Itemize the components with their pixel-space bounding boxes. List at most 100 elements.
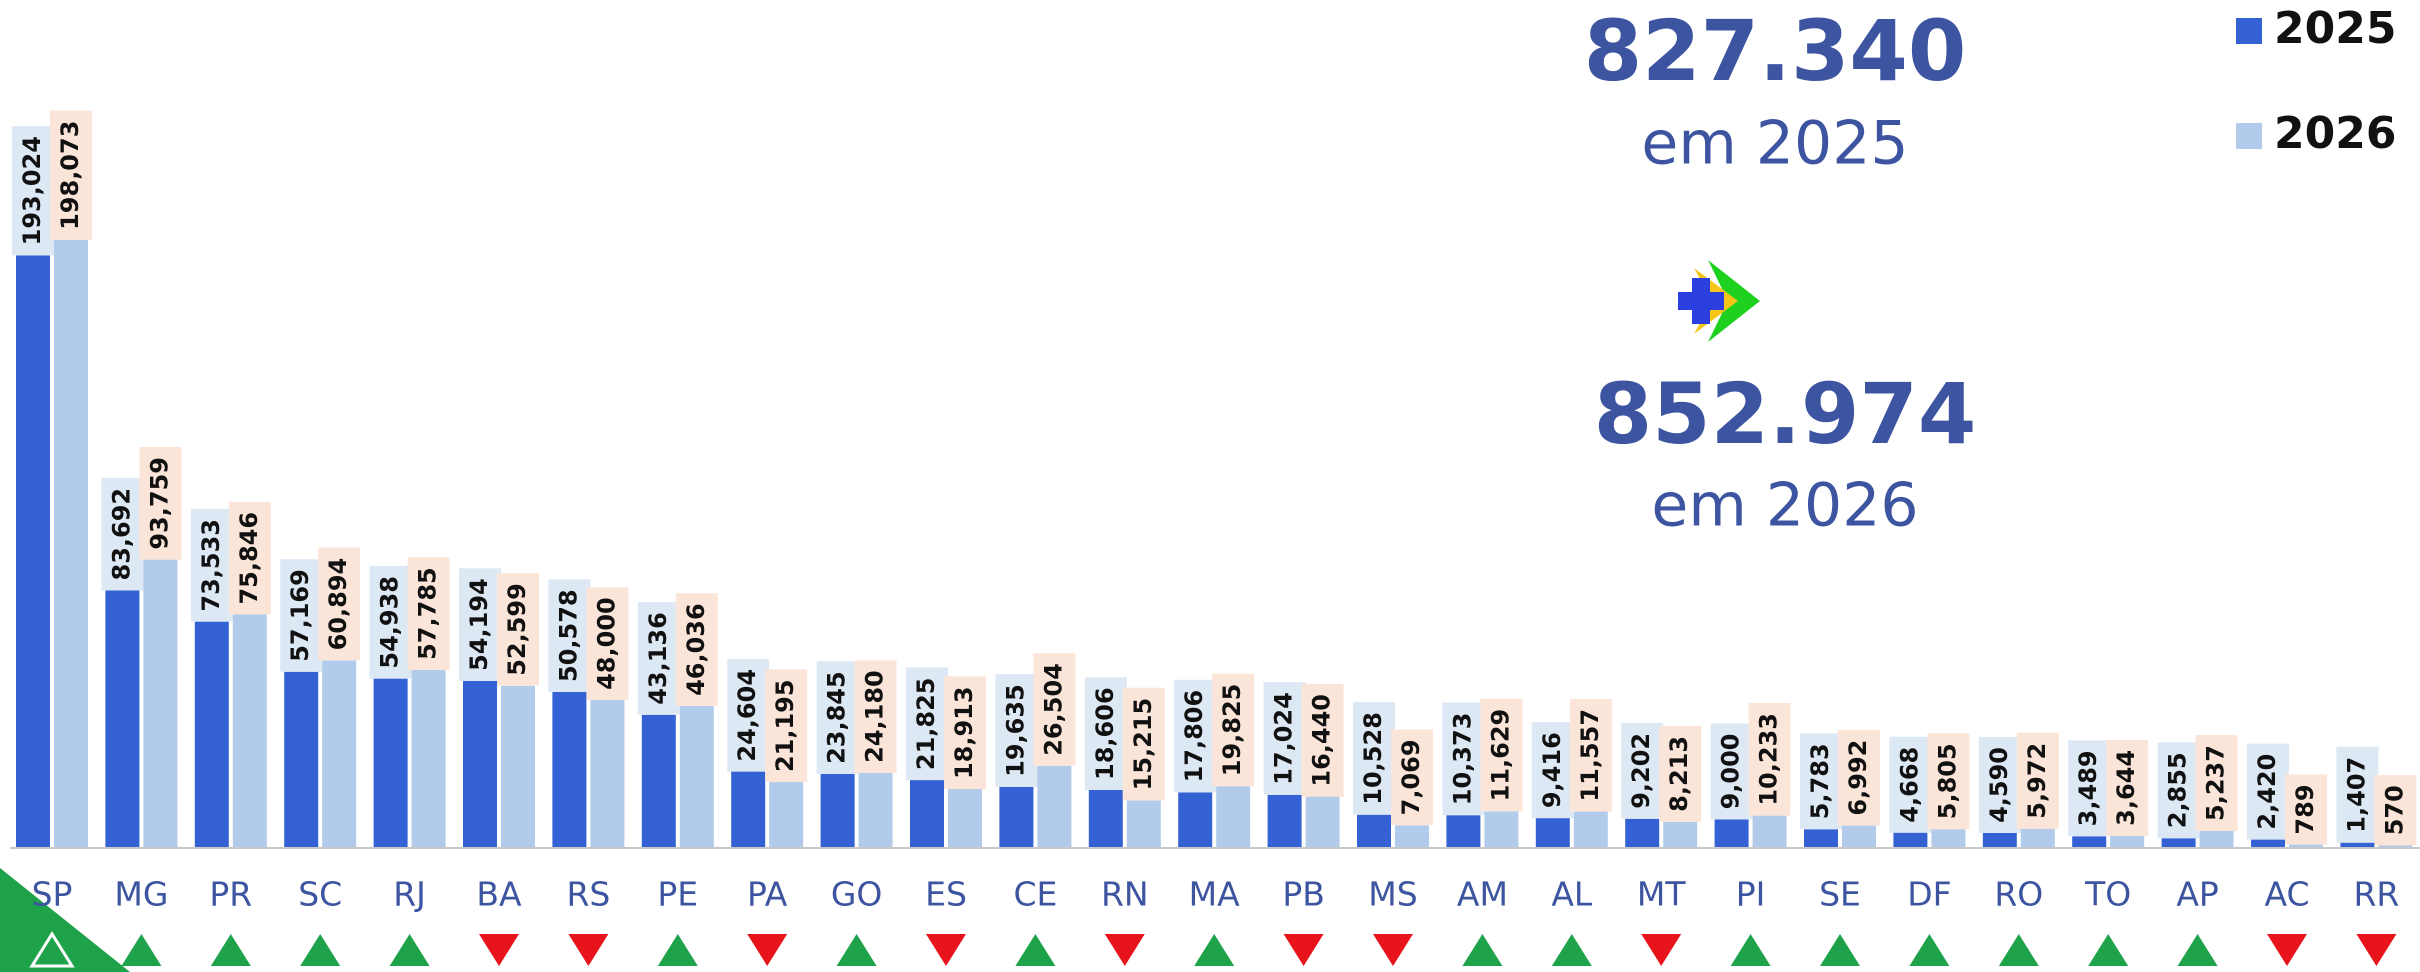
value-label-bg [816,661,859,774]
total-2025-caption: em 2025 [1641,109,1908,179]
value-label-bg [1710,723,1753,820]
x-tick-label: AP [2176,875,2218,914]
x-tick-label: CE [1013,875,1057,914]
bar [1893,832,1928,847]
value-label: 10,528 [1359,712,1387,805]
x-tick-label: SE [1819,875,1861,914]
value-label-bg [50,110,92,240]
value-label: 19,635 [1001,684,1029,777]
change-arrow [836,934,877,966]
bar [1267,794,1302,847]
bar [194,621,229,847]
value-label: 16,440 [1308,694,1336,787]
bar [858,772,893,847]
value-label-bg [2195,735,2238,831]
bar [1714,819,1749,847]
value-label: 15,215 [1129,698,1157,791]
x-tick-label: PE [657,875,698,914]
value-label-bg [1748,703,1791,816]
bar [322,660,357,847]
bar [463,680,497,847]
bar [731,771,766,847]
value-label-bg [280,559,323,672]
value-label-bg [1212,673,1255,787]
change-arrow [29,931,75,968]
value-label-bg [1889,736,1932,833]
value-label-bg [586,587,629,700]
bar [1484,811,1519,847]
bar [769,782,804,847]
change-arrow [2088,934,2129,966]
value-label: 10,373 [1448,713,1476,806]
value-label-bg [2247,743,2289,840]
value-label: 10,233 [1755,713,1783,806]
value-label-bg [2068,740,2111,837]
change-arrow [1551,934,1592,966]
x-tick-label: PB [1282,875,1325,914]
value-label: 93,759 [145,457,173,550]
value-label: 54,194 [465,578,493,671]
change-arrow [1373,934,1413,966]
legend-swatch [2236,18,2262,44]
value-label-bg [2157,742,2200,839]
x-tick-label: AM [1457,875,1508,914]
value-label: 75,846 [235,512,263,605]
value-label-bg [101,477,144,591]
change-arrow [1641,934,1682,966]
bar [1395,825,1429,847]
value-label-bg [1084,677,1127,790]
value-label-bg [1174,679,1217,793]
bar [1535,818,1570,847]
x-tick-label: DF [1907,875,1951,914]
bar [143,559,178,847]
value-label: 9,202 [1627,733,1655,809]
x-tick-label: RN [1101,875,1149,914]
bar [105,590,140,847]
value-label: 2,855 [2164,752,2192,828]
x-tick-label: PA [747,875,788,914]
x-tick-label: GO [831,875,883,914]
value-label-bg [2016,732,2059,829]
value-label: 23,845 [823,671,851,764]
bar [1663,821,1698,847]
value-label-bg [1122,687,1165,801]
value-label-bg [2285,774,2327,845]
x-tick-label: AL [1551,875,1593,914]
bar [910,780,944,847]
value-label: 3,644 [2112,750,2140,826]
bar [2378,845,2413,847]
value-label-bg [727,658,770,772]
change-arrow [657,934,698,966]
logo [1678,260,1760,342]
value-label: 2,420 [2253,754,2281,830]
value-label: 193,024 [18,136,46,245]
value-label-bg [1978,737,2021,833]
value-label-bg [1621,722,1664,819]
bar [1088,789,1123,847]
bar [679,705,714,847]
x-tick-label: PR [209,875,252,914]
x-tick-label: PI [1736,875,1766,914]
value-label-bg [1927,733,1970,830]
corner-decoration [0,868,130,972]
value-label: 5,972 [2023,743,2051,819]
value-label: 8,213 [1665,736,1693,812]
value-label: 54,938 [376,576,404,669]
value-label: 21,195 [771,679,799,772]
value-label: 18,606 [1091,687,1119,780]
value-label: 48,000 [592,597,620,690]
x-tick-label: RR [2353,875,2399,914]
change-arrow [1820,934,1860,966]
change-arrow [568,934,609,966]
legend-label: 2026 [2274,108,2396,159]
bar [284,671,319,847]
value-label-bg [228,501,271,615]
value-label: 52,599 [503,583,531,676]
value-label-bg [1480,698,1523,812]
value-label: 60,894 [324,558,352,651]
change-arrow [1015,934,1056,966]
value-label-bg [12,126,54,256]
value-label: 198,073 [56,121,84,230]
value-label: 17,024 [1270,692,1298,785]
value-label: 24,180 [861,670,889,763]
